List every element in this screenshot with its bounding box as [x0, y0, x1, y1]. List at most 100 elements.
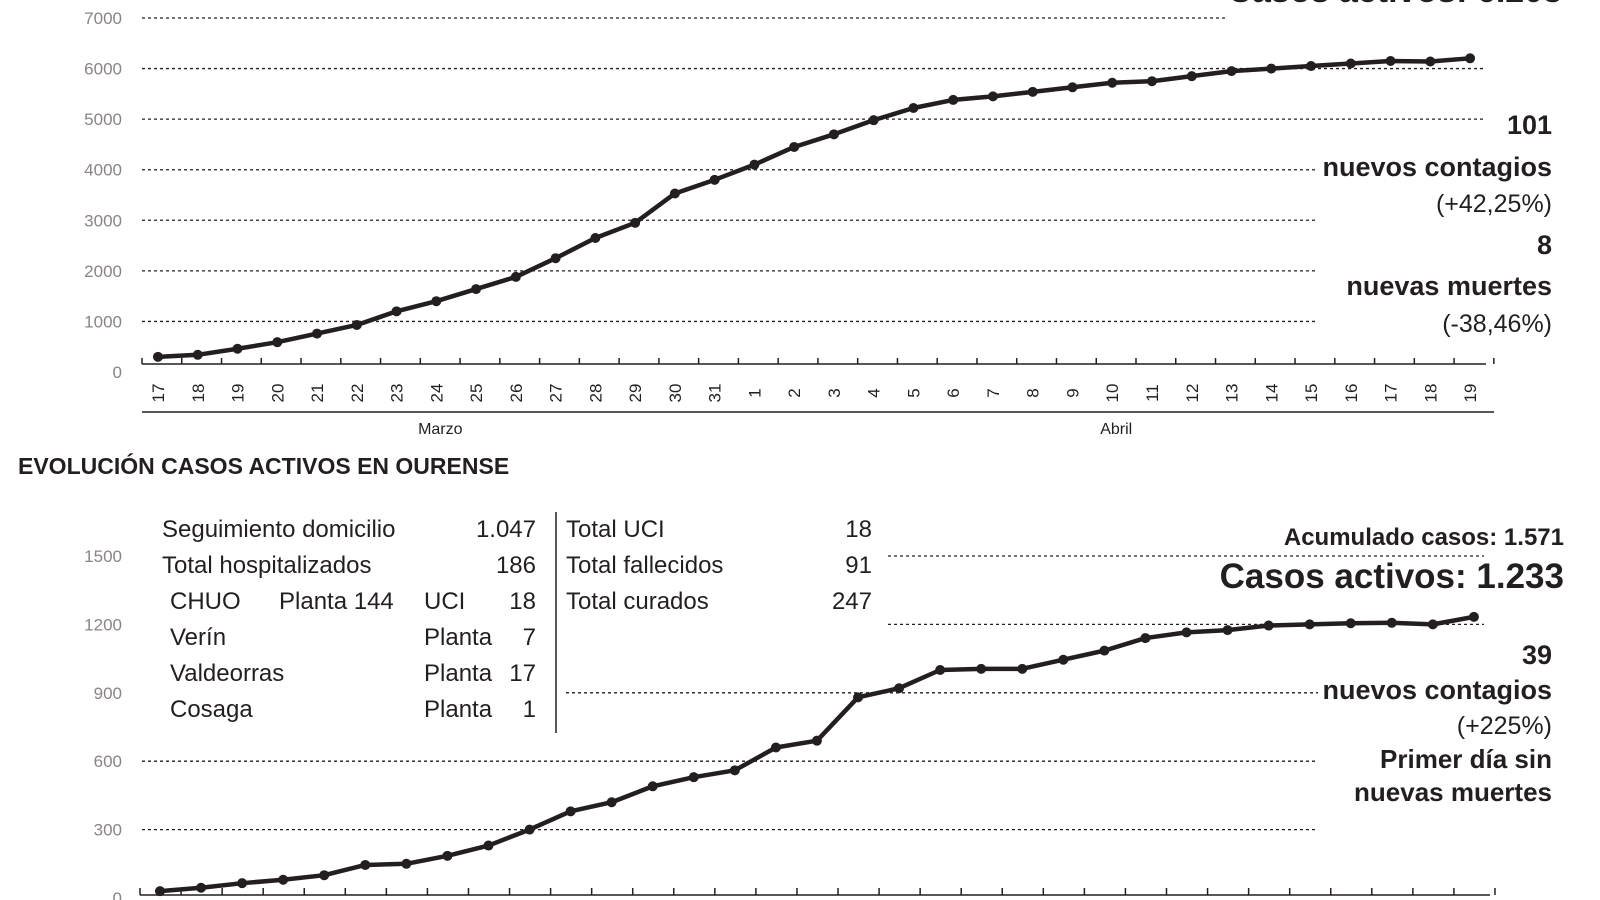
hospital-value: 18 — [509, 588, 536, 615]
x-tick-label: 22 — [348, 384, 367, 403]
x-tick-label: 28 — [586, 384, 605, 403]
x-tick-label: 10 — [1103, 384, 1122, 403]
hospital-type: UCI — [424, 588, 465, 615]
data-point — [1304, 619, 1315, 630]
data-point — [278, 874, 289, 885]
bottom-new-cases-number: 39 — [1522, 640, 1552, 670]
x-tick-label: 23 — [388, 384, 407, 403]
x-tick-label: 18 — [1421, 384, 1440, 403]
data-point — [360, 859, 371, 870]
x-tick-label: 1 — [745, 388, 764, 397]
data-point — [471, 284, 482, 295]
bottom-gridlines — [142, 555, 1484, 831]
data-point — [1266, 63, 1277, 74]
data-point — [729, 765, 740, 776]
x-tick-label: 13 — [1223, 384, 1242, 403]
x-tick-label: 7 — [984, 388, 1003, 397]
x-tick-label: 17 — [149, 384, 168, 403]
ourense-stats-table: Seguimiento domicilio 1.047 Total hospit… — [162, 512, 872, 733]
y-tick-label: 6000 — [84, 60, 122, 79]
top-gridlines — [142, 17, 1483, 323]
month-label: Abril — [1100, 421, 1132, 438]
data-point — [1186, 71, 1197, 82]
x-tick-label: 12 — [1183, 384, 1202, 403]
x-tick-label: 8 — [1024, 388, 1043, 397]
y-tick-label: 1500 — [84, 547, 122, 566]
data-point — [828, 129, 839, 140]
data-point — [565, 806, 576, 817]
data-point — [894, 683, 905, 694]
data-point — [1107, 77, 1118, 88]
hospital-value: 17 — [509, 660, 536, 687]
x-tick-label: 31 — [706, 384, 725, 403]
ourense-section-title: EVOLUCIÓN CASOS ACTIVOS EN OURENSE — [18, 452, 509, 479]
data-point — [1181, 627, 1192, 638]
x-tick-label: 20 — [268, 384, 287, 403]
data-point — [987, 91, 998, 102]
top-x-axis — [141, 358, 1495, 365]
x-tick-label: 30 — [666, 384, 685, 403]
data-point — [351, 319, 362, 330]
y-tick-label: 7000 — [84, 9, 122, 28]
data-point — [1345, 58, 1356, 69]
data-point — [688, 772, 699, 783]
data-point — [948, 94, 959, 105]
top-new-cases-number: 101 — [1507, 110, 1552, 140]
data-point — [1263, 620, 1274, 631]
x-tick-label: 9 — [1063, 388, 1082, 397]
y-tick-label: 900 — [94, 684, 122, 703]
table-row-label: Total hospitalizados — [162, 552, 371, 579]
data-point — [524, 824, 535, 835]
data-point — [431, 296, 442, 307]
data-point — [510, 271, 521, 282]
data-point — [1140, 633, 1151, 644]
series-line — [157, 56, 1471, 360]
x-tick-label: 19 — [229, 384, 248, 403]
ourense-cases-chart: 1500 1200 900 600 300 0 — [84, 547, 1496, 900]
data-point — [770, 742, 781, 753]
y-tick-label: 2000 — [84, 262, 122, 281]
top-new-deaths-number: 8 — [1537, 230, 1552, 260]
x-tick-label: 16 — [1342, 384, 1361, 403]
data-point — [647, 781, 658, 792]
x-tick-label: 5 — [904, 388, 923, 397]
table-row-value: 91 — [845, 552, 872, 579]
top-y-axis-ticks: 7000 6000 5000 4000 3000 2000 1000 0 — [84, 9, 122, 382]
data-point — [550, 253, 561, 264]
y-tick-label: 1200 — [84, 615, 122, 634]
data-point — [630, 217, 641, 228]
hospital-name: Verín — [170, 624, 226, 651]
table-row-value: 1.047 — [476, 516, 536, 543]
table-row-value: 186 — [496, 552, 536, 579]
x-tick-label: 2 — [785, 388, 804, 397]
data-point — [1385, 55, 1396, 66]
data-point — [789, 141, 800, 152]
data-point — [1345, 618, 1356, 629]
bottom-new-cases-percent: (+225%) — [1457, 712, 1552, 740]
data-point — [1058, 654, 1069, 665]
y-tick-label: 3000 — [84, 211, 122, 230]
top-x-axis-labels: 17 18 19 20 21 22 23 24 25 26 27 28 29 30 31 1 2 3 4 5 6 7 8 9 1… — [149, 384, 1480, 403]
x-tick-label: 3 — [825, 388, 844, 397]
data-point — [1226, 66, 1237, 77]
bottom-accumulated-cases: Acumulado casos: 1.571 — [1284, 524, 1564, 551]
bottom-series-active-cases — [155, 611, 1479, 897]
data-point — [908, 103, 919, 114]
y-tick-label: 1000 — [84, 312, 122, 331]
data-point — [590, 232, 601, 243]
data-point — [391, 306, 402, 317]
data-point — [1427, 619, 1438, 630]
data-point — [606, 797, 617, 808]
table-row-label: Total fallecidos — [566, 552, 723, 579]
x-tick-label: 15 — [1302, 384, 1321, 403]
x-tick-label: 18 — [189, 384, 208, 403]
x-tick-label: 4 — [865, 388, 884, 397]
table-row-value: 247 — [832, 588, 872, 615]
y-tick-label: 0 — [113, 889, 122, 900]
data-point — [483, 840, 494, 851]
data-point — [976, 663, 987, 674]
x-tick-label: 19 — [1461, 384, 1480, 403]
bottom-y-axis-ticks: 1500 1200 900 600 300 0 — [84, 547, 122, 900]
